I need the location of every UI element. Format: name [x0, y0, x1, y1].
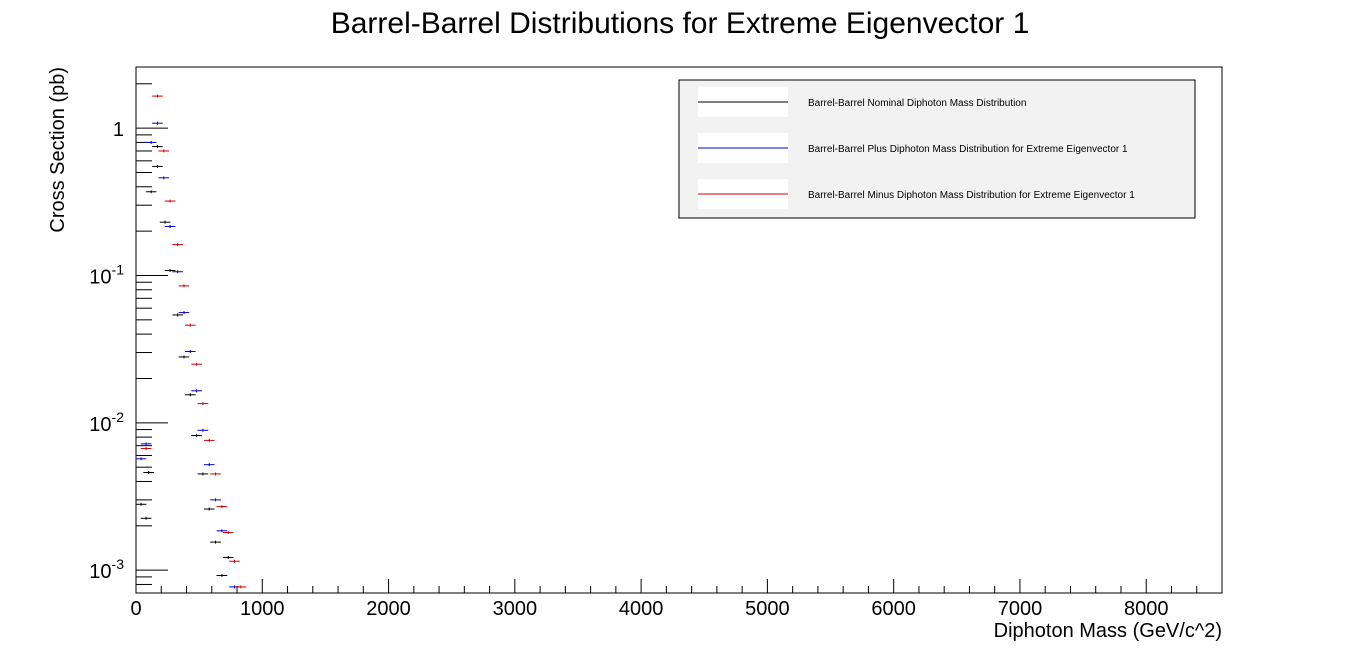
x-tick-label: 7000: [998, 598, 1043, 620]
x-tick-label: 0: [130, 598, 141, 620]
x-tick-label: 5000: [745, 598, 790, 620]
x-tick-label: 3000: [493, 598, 538, 620]
y-axis-tick-labels: 1 10-1 10-2 10-3: [89, 119, 124, 583]
series-1: [135, 145, 234, 578]
legend-entry: Barrel-Barrel Plus Diphoton Mass Distrib…: [698, 133, 1128, 163]
x-tick-label: 1000: [240, 598, 285, 620]
series-2: [135, 121, 240, 589]
series-3: [140, 94, 247, 589]
legend-entry: Barrel-Barrel Minus Diphoton Mass Distri…: [698, 179, 1135, 209]
plot-frame: [135, 66, 1223, 594]
x-tick-label: 6000: [871, 598, 916, 620]
legend: Barrel-Barrel Nominal Diphoton Mass Dist…: [678, 79, 1196, 219]
y-tick-label: 10-2: [89, 409, 124, 436]
y-tick-label: 1: [113, 119, 124, 141]
x-axis-ticks: [135, 579, 1223, 593]
y-axis-title: Cross Section (pb): [47, 67, 69, 233]
legend-label: Barrel-Barrel Plus Diphoton Mass Distrib…: [808, 144, 1128, 155]
x-tick-label: 2000: [366, 598, 411, 620]
legend-label: Barrel-Barrel Minus Diphoton Mass Distri…: [808, 190, 1135, 201]
legend-label: Barrel-Barrel Nominal Diphoton Mass Dist…: [808, 98, 1026, 109]
legend-entry: Barrel-Barrel Nominal Diphoton Mass Dist…: [698, 87, 1026, 117]
data-marks: [135, 94, 247, 589]
x-axis-title: Diphoton Mass (GeV/c^2): [994, 620, 1222, 642]
x-tick-label: 4000: [619, 598, 664, 620]
y-tick-label: 10-1: [89, 261, 124, 288]
x-tick-label: 8000: [1124, 598, 1169, 620]
x-axis-tick-labels: 0 1000 2000 3000 4000 5000 6000 7000 8000: [130, 598, 1168, 620]
chart-title: Barrel-Barrel Distributions for Extreme …: [331, 7, 1030, 40]
y-axis-minor-ticks: [136, 83, 168, 594]
y-tick-label: 10-3: [89, 556, 124, 583]
